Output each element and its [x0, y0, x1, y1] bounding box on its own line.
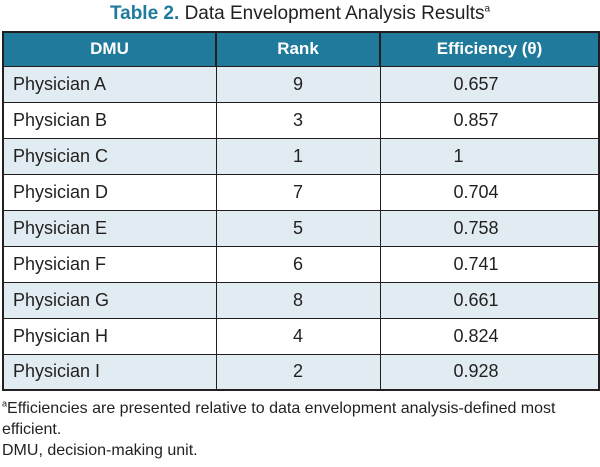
table-row: Physician A 9 0.657: [2, 65, 600, 103]
table-row: Physician D 7 0.704: [2, 173, 600, 211]
efficiency-cell: 0.758: [379, 209, 600, 247]
efficiency-cell: 0.661: [379, 281, 600, 319]
efficiency-cell: 0.928: [379, 353, 600, 391]
caption-footnote-marker: a: [484, 3, 491, 15]
table-body: Physician A 9 0.657 Physician B 3 0.857 …: [2, 65, 600, 391]
dmu-cell: Physician B: [2, 101, 217, 139]
header-efficiency: Efficiency (θ): [379, 31, 600, 67]
rank-cell: 1: [215, 137, 381, 175]
dmu-cell: Physician I: [2, 353, 217, 391]
footnote-a: aEfficiencies are presented relative to …: [2, 398, 598, 440]
efficiency-cell: 1: [379, 137, 600, 175]
efficiency-cell: 0.824: [379, 317, 600, 355]
table-header: DMU Rank Efficiency (θ): [2, 31, 600, 67]
dmu-cell: Physician H: [2, 317, 217, 355]
efficiency-cell: 0.741: [379, 245, 600, 283]
footnote-abbreviation: DMU, decision-making unit.: [2, 442, 198, 459]
results-table: DMU Rank Efficiency (θ) Physician A 9 0.…: [2, 31, 600, 391]
table-caption: Table 2. Data Envelopment Analysis Resul…: [0, 2, 600, 28]
dmu-cell: Physician C: [2, 137, 217, 175]
dmu-cell: Physician G: [2, 281, 217, 319]
efficiency-cell: 0.704: [379, 173, 600, 211]
table-row: Physician F 6 0.741: [2, 245, 600, 283]
rank-cell: 8: [215, 281, 381, 319]
table-number: Table 2.: [109, 3, 180, 24]
rank-cell: 3: [215, 101, 381, 139]
footnote-a-marker: a: [2, 398, 8, 409]
rank-cell: 4: [215, 317, 381, 355]
table-row: Physician H 4 0.824: [2, 317, 600, 355]
rank-cell: 6: [215, 245, 381, 283]
header-dmu: DMU: [2, 31, 217, 67]
table-title: Data Envelopment Analysis Results: [184, 3, 485, 24]
table-row: Physician C 1 1: [2, 137, 600, 175]
efficiency-cell: 0.657: [379, 65, 600, 103]
table-row: Physician E 5 0.758: [2, 209, 600, 247]
dmu-cell: Physician D: [2, 173, 217, 211]
dmu-cell: Physician E: [2, 209, 217, 247]
table-row: Physician G 8 0.661: [2, 281, 600, 319]
rank-cell: 7: [215, 173, 381, 211]
rank-cell: 2: [215, 353, 381, 391]
table-row: Physician I 2 0.928: [2, 353, 600, 391]
results-table-container: DMU Rank Efficiency (θ) Physician A 9 0.…: [2, 31, 600, 391]
efficiency-cell: 0.857: [379, 101, 600, 139]
table-row: Physician B 3 0.857: [2, 101, 600, 139]
footnote-a-text: Efficiencies are presented relative to d…: [2, 400, 556, 438]
header-rank: Rank: [215, 31, 381, 67]
rank-cell: 9: [215, 65, 381, 103]
table-footnotes: aEfficiencies are presented relative to …: [2, 398, 598, 461]
header-row: DMU Rank Efficiency (θ): [2, 31, 600, 67]
rank-cell: 5: [215, 209, 381, 247]
dmu-cell: Physician A: [2, 65, 217, 103]
dmu-cell: Physician F: [2, 245, 217, 283]
